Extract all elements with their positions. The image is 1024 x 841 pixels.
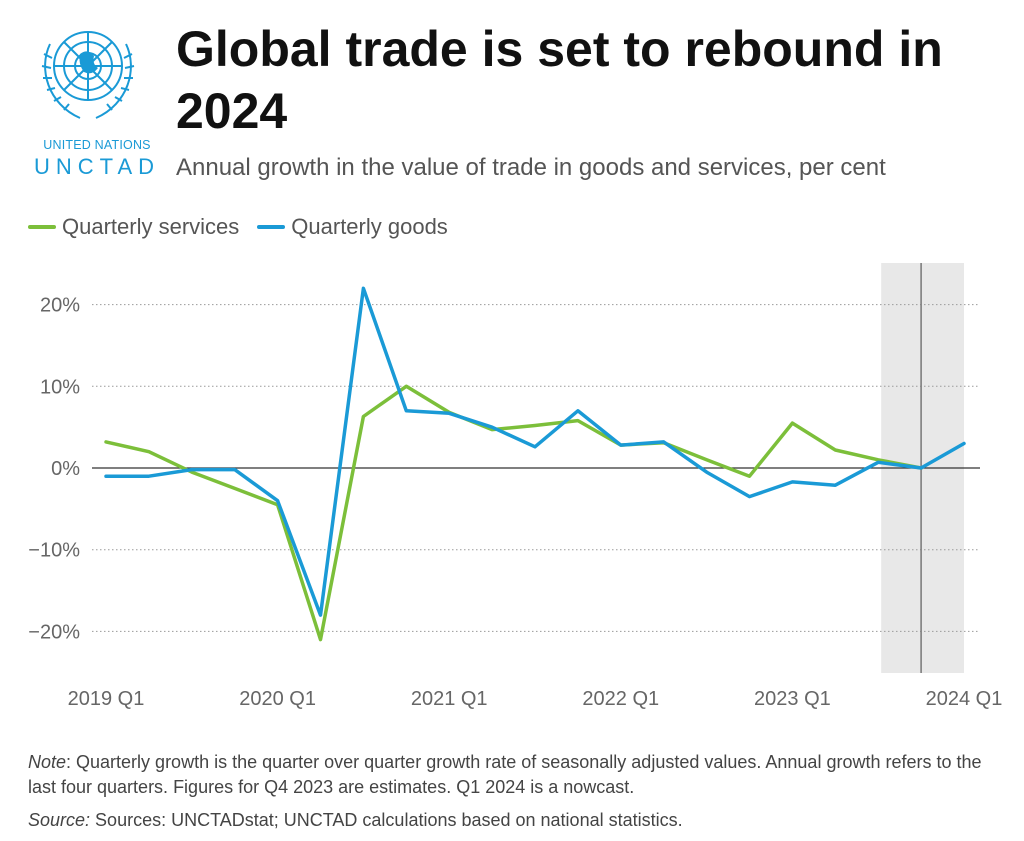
legend-swatch-services bbox=[28, 225, 56, 229]
note-label: Note bbox=[28, 752, 67, 772]
y-tick-label: 10% bbox=[40, 376, 80, 398]
line-chart: 20% 10% 0% −10% −20% 2019 Q1 2020 Q1 2021 Q1 202… bbox=[28, 263, 1003, 710]
legend-item-goods: Quarterly goods bbox=[257, 214, 448, 240]
logo-org-label: UNITED NATIONS bbox=[43, 138, 151, 152]
y-tick-label: 20% bbox=[40, 295, 80, 317]
x-tick-label: 2020 Q1 bbox=[239, 688, 316, 710]
legend-label-goods: Quarterly goods bbox=[291, 214, 448, 239]
note-text: : Quarterly growth is the quarter over q… bbox=[28, 752, 982, 797]
source-label: Source: bbox=[28, 810, 91, 830]
legend-swatch-goods bbox=[257, 225, 286, 229]
chart-title: Global trade is set to rebound in 2024 bbox=[176, 21, 943, 139]
chart-subtitle: Annual growth in the value of trade in g… bbox=[176, 154, 886, 181]
y-tick-label: 0% bbox=[51, 458, 80, 480]
x-tick-label: 2022 Q1 bbox=[582, 688, 659, 710]
series-line-services bbox=[104, 384, 923, 642]
unctad-logo: UNITED NATIONS UNCTAD bbox=[22, 14, 154, 179]
logo-name-label: UNCTAD bbox=[33, 154, 161, 179]
y-tick-label: −20% bbox=[28, 621, 80, 643]
x-tick-label: 2024 Q1 bbox=[926, 688, 1003, 710]
series-line-goods bbox=[104, 286, 966, 617]
y-tick-label: −10% bbox=[28, 540, 80, 562]
source-line: Source: Sources: UNCTADstat; UNCTAD calc… bbox=[28, 810, 683, 831]
legend-label-services: Quarterly services bbox=[62, 214, 240, 239]
x-tick-label: 2021 Q1 bbox=[411, 688, 488, 710]
x-tick-label: 2023 Q1 bbox=[754, 688, 831, 710]
un-emblem-icon bbox=[41, 31, 135, 119]
source-text: Sources: UNCTADstat; UNCTAD calculations… bbox=[90, 810, 683, 830]
chart-legend: Quarterly services Quarterly goods bbox=[28, 214, 466, 240]
legend-item-services: Quarterly services bbox=[28, 214, 239, 240]
footnote: Note: Quarterly growth is the quarter ov… bbox=[28, 750, 1008, 800]
x-tick-label: 2019 Q1 bbox=[68, 688, 145, 710]
